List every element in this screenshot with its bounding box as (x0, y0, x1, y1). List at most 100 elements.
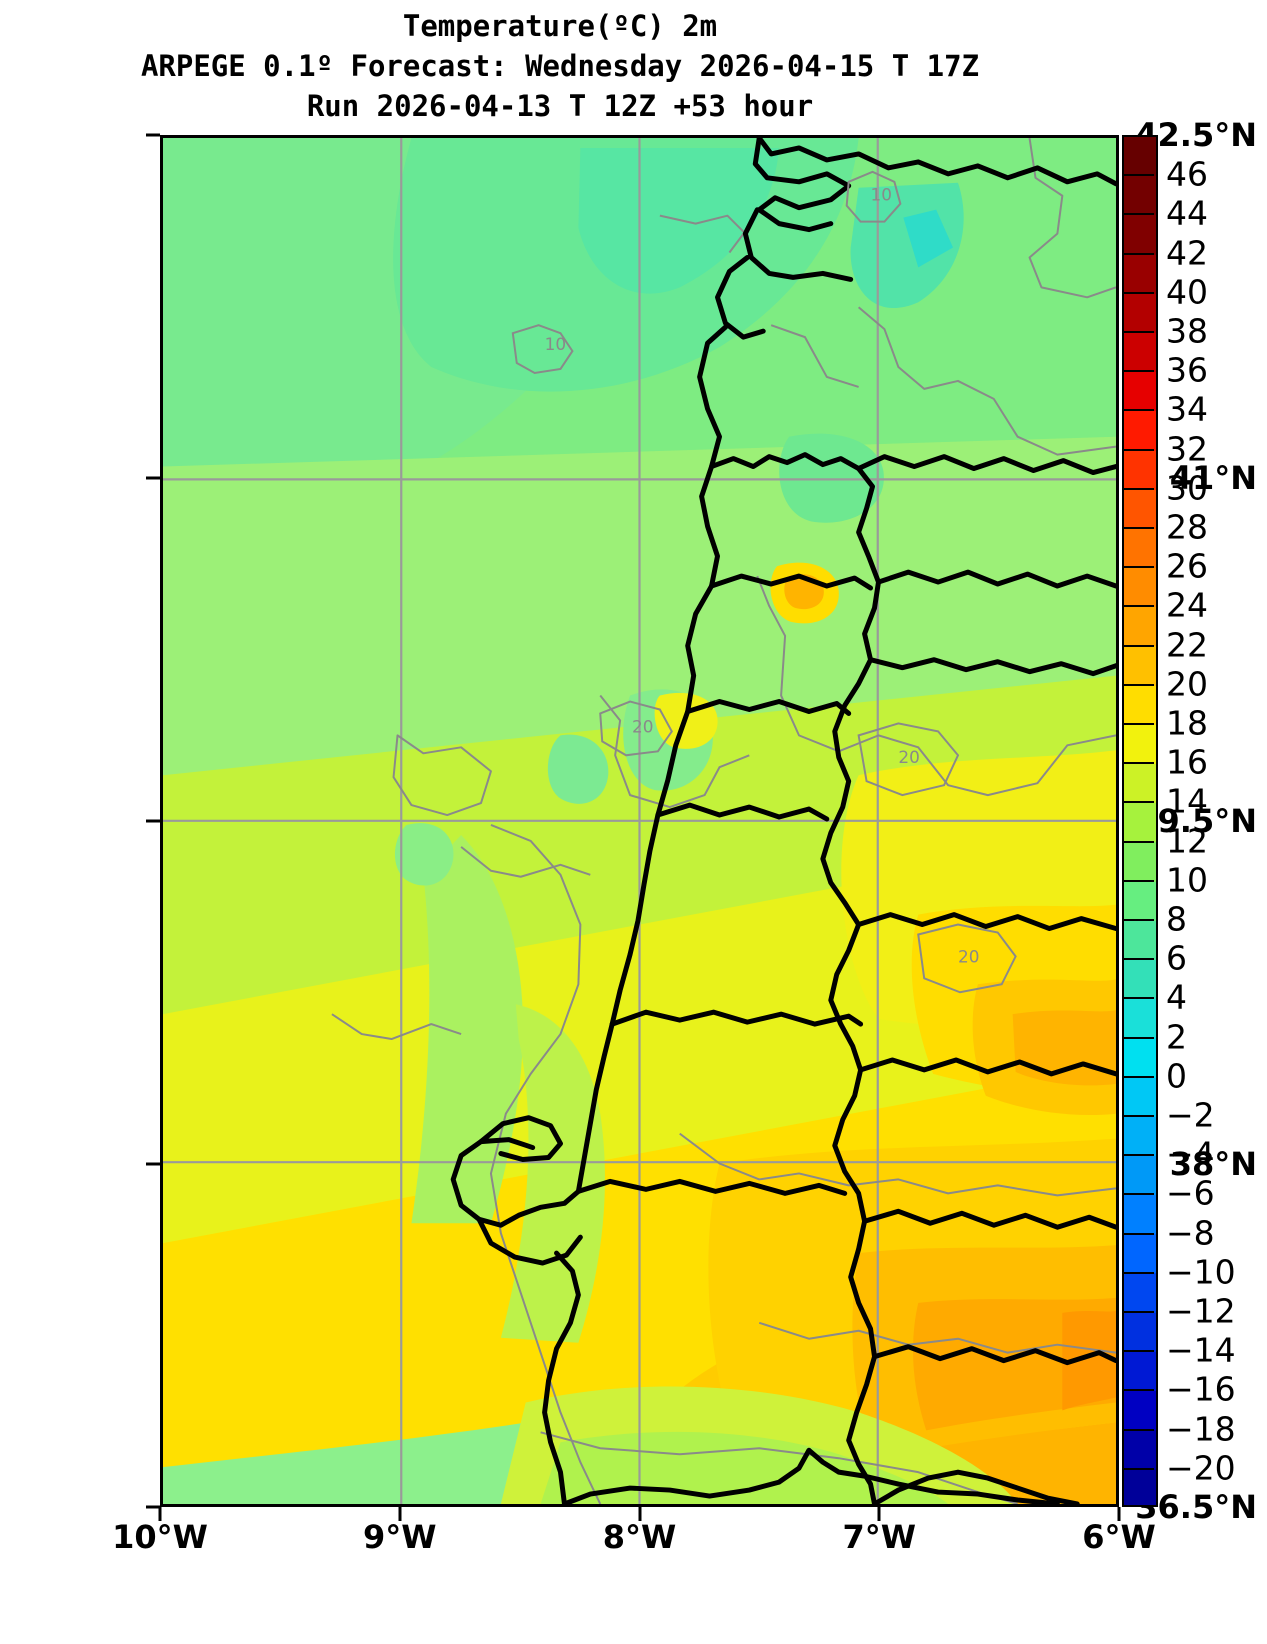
colorbar-band-40 (1124, 293, 1156, 333)
grid-lines (163, 138, 1116, 1504)
colorbar-band-46 (1124, 176, 1156, 216)
colorbar-tick-label-40: 40 (1166, 272, 1208, 312)
contour-label-20-a: 20 (632, 716, 653, 736)
colorbar-tick-label-8: 8 (1166, 899, 1187, 939)
colorbar-tick-6 (1122, 958, 1154, 961)
xtick-mark-1 (398, 1507, 402, 1521)
algarve-cool-core (540, 1431, 949, 1504)
colorbar-tick-label-30: 30 (1166, 468, 1208, 508)
colorbar-band-2 (1124, 1038, 1156, 1078)
colorbar-band-4 (1124, 999, 1156, 1039)
ytick-mark-2 (146, 819, 160, 823)
colorbar-tick-label-34: 34 (1166, 389, 1208, 429)
colorbar-tick--8 (1122, 1232, 1154, 1235)
band-8-10-core (903, 209, 954, 268)
xtick-mark-3 (877, 1507, 881, 1521)
contour-10-b (845, 170, 902, 223)
xtick-label-1: 9°W (362, 1518, 437, 1556)
colorbar-tick-label-42: 42 (1166, 233, 1208, 273)
colorbar-tick-12 (1122, 840, 1154, 843)
map-svg: 10 10 20 20 20 (163, 138, 1116, 1504)
colorbar-band-16 (1124, 764, 1156, 804)
colorbar-tick-22 (1122, 644, 1154, 647)
contour-lines (511, 170, 1017, 994)
colorbar-tick-label-12: 12 (1166, 821, 1208, 861)
xtick-label-2: 8°W (602, 1518, 677, 1556)
colorbar-tick-28 (1122, 527, 1154, 529)
colorbar-tick-44 (1122, 213, 1154, 216)
colorbar-band--10 (1124, 1273, 1156, 1313)
colorbar-tick-10 (1122, 879, 1154, 882)
coast-cool-strip (411, 834, 523, 1224)
ytick-mark-1 (146, 476, 160, 480)
colorbar-tick-42 (1122, 252, 1154, 255)
warm-core-extremadura-hot (1012, 1010, 1116, 1086)
colorbar-tick-label-0: 0 (1166, 1056, 1187, 1096)
colorbar-tick--2 (1122, 1115, 1154, 1117)
colorbar-tick-32 (1122, 448, 1154, 451)
colorbar-tick-18 (1122, 723, 1154, 725)
colorbar-band--18 (1124, 1430, 1156, 1470)
colorbar-band-0 (1124, 1077, 1156, 1117)
colorbar-tick-label--6: −6 (1166, 1173, 1215, 1213)
colorbar-tick--20 (1122, 1467, 1154, 1470)
colorbar-tick-40 (1122, 291, 1154, 294)
colorbar-band-34 (1124, 411, 1156, 451)
contour-20-a (599, 700, 673, 757)
colorbar-tick-label-16: 16 (1166, 742, 1208, 782)
colorbar-band-38 (1124, 332, 1156, 373)
colorbar-band-44 (1124, 215, 1156, 255)
chart-title-block: Temperature(ºC) 2m ARPEGE 0.1º Forecast:… (0, 0, 1120, 126)
colorbar-tick-label-18: 18 (1166, 703, 1208, 743)
colorbar-band-6 (1124, 959, 1156, 1000)
colorbar-band-20 (1124, 685, 1156, 725)
colorbar-band-26 (1124, 568, 1156, 608)
colorbar-tick--16 (1122, 1389, 1154, 1392)
colorbar-tick-label-22: 22 (1166, 625, 1208, 665)
run-subtitle: Run 2026-04-13 T 12Z +53 hour (306, 89, 814, 123)
colorbar-tick-label-6: 6 (1166, 938, 1187, 978)
colorbar-tick-label-10: 10 (1166, 860, 1208, 900)
colorbar-band-18 (1124, 724, 1156, 764)
contour-10-a (511, 324, 574, 375)
colorbar-tick-label--8: −8 (1166, 1213, 1215, 1253)
colorbar-tick-label--2: −2 (1166, 1095, 1215, 1135)
temperature-colorbar[interactable] (1122, 135, 1158, 1507)
cool-pocket-coast (394, 823, 454, 886)
colorbar-tick-30 (1122, 487, 1154, 490)
ytick-mark-0 (146, 133, 160, 137)
colorbar-tick-label-14: 14 (1166, 781, 1208, 821)
colorbar-band--4 (1124, 1155, 1156, 1196)
colorbar-tick-label--12: −12 (1166, 1291, 1236, 1331)
colorbar-tick-38 (1122, 331, 1154, 333)
ytick-label-1: 41°N (1169, 458, 1257, 497)
colorbar-band-10 (1124, 881, 1156, 921)
colorbar-band-48 (1124, 137, 1156, 177)
ytick-label-3: 38°N (1169, 1144, 1257, 1183)
colorbar-band-42 (1124, 254, 1156, 294)
contour-20-c (917, 923, 1017, 994)
colorbar-band-14 (1124, 803, 1156, 843)
colorbar-tick-label-24: 24 (1166, 585, 1208, 625)
colorbar-tick-label-4: 4 (1166, 977, 1187, 1017)
colorbar-band-12 (1124, 842, 1156, 882)
colorbar-tick-2 (1122, 1036, 1154, 1039)
colorbar-tick-26 (1122, 566, 1154, 569)
admin-borders (331, 138, 1116, 1504)
xtick-label-0: 10°W (112, 1518, 208, 1556)
temperature-map[interactable]: 10 10 20 20 20 (160, 135, 1119, 1507)
coastline-and-borders (450, 138, 1116, 1504)
xtick-label-3: 7°W (842, 1518, 917, 1556)
cool-pocket-north-interior (547, 734, 609, 804)
colorbar-band--2 (1124, 1116, 1156, 1156)
colorbar-tick-34 (1122, 409, 1154, 412)
colorbar-tick-label-38: 38 (1166, 311, 1208, 351)
ytick-mark-3 (146, 1162, 160, 1166)
colorbar-tick-46 (1122, 174, 1154, 177)
colorbar-tick-label-26: 26 (1166, 546, 1208, 586)
xtick-label-4: 6°W (1082, 1518, 1156, 1556)
colorbar-tick-label-28: 28 (1166, 507, 1208, 547)
contour-20-b (857, 722, 960, 797)
colorbar-tick-label-44: 44 (1166, 193, 1208, 233)
colorbar-tick-label--4: −4 (1166, 1134, 1215, 1174)
